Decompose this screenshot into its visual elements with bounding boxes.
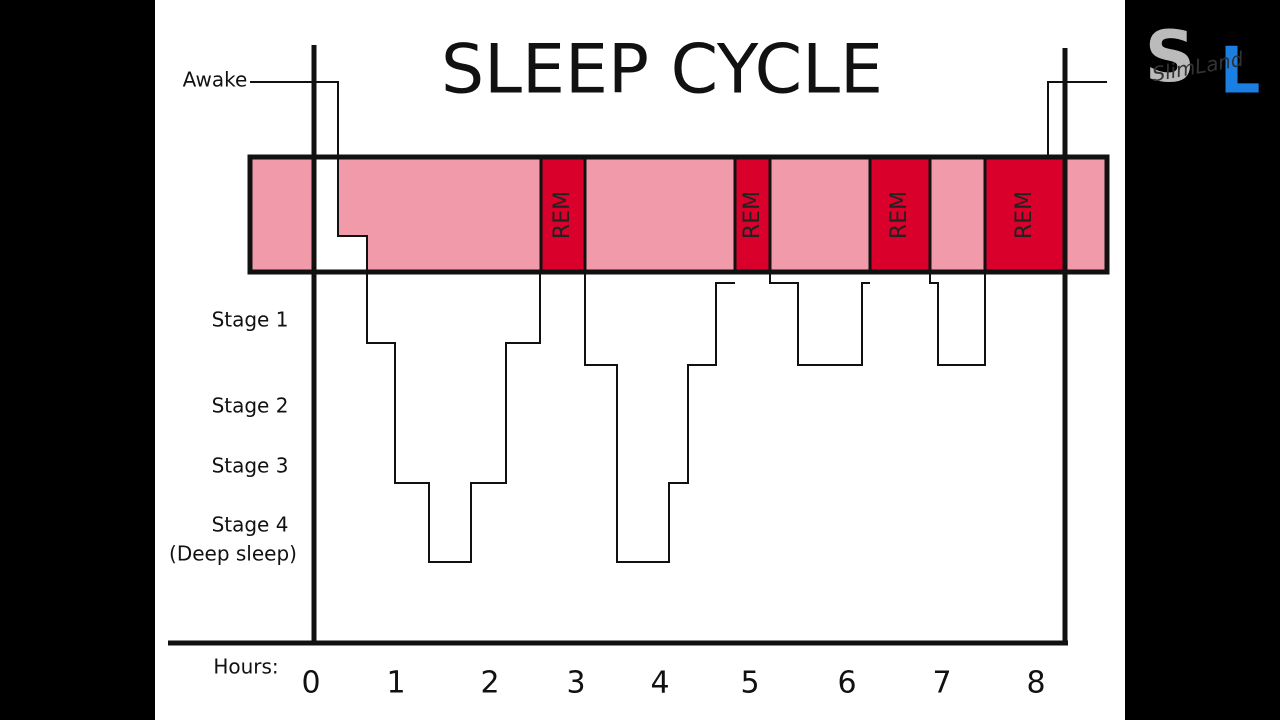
awake-gap <box>315 157 367 272</box>
hour-label: 7 <box>932 666 951 701</box>
logo: S L SlimLand <box>1145 16 1261 109</box>
level-label: (Deep sleep) <box>169 542 297 566</box>
band-border <box>247 154 1110 275</box>
band <box>250 157 1107 272</box>
rem-label: REM <box>740 191 765 239</box>
hours-label: Hours: <box>213 655 278 679</box>
logo-l: L <box>1220 35 1261 109</box>
title: SLEEP CYCLE <box>441 31 883 110</box>
level-label: Stage 4 <box>212 513 289 537</box>
rem-label: REM <box>550 191 575 239</box>
level-label: Stage 3 <box>212 454 289 478</box>
rem-label: REM <box>887 191 912 239</box>
stage-band: REM REM REM REM <box>247 154 1110 275</box>
rem-block <box>735 157 770 272</box>
hour-label: 1 <box>386 666 405 701</box>
level-label: Stage 1 <box>212 308 289 332</box>
hypnogram <box>250 81 1107 563</box>
logo-s: S <box>1145 16 1195 98</box>
hour-label: 2 <box>480 666 499 701</box>
hour-label: 3 <box>566 666 585 701</box>
rem-block <box>985 157 1065 272</box>
level-label: Stage 2 <box>212 394 289 418</box>
hour-label: 0 <box>301 666 320 701</box>
panel <box>155 0 1125 720</box>
rem-label: REM <box>1012 191 1037 239</box>
hour-label: 8 <box>1026 666 1045 701</box>
hour-label: 4 <box>650 666 669 701</box>
hour-label: 6 <box>837 666 856 701</box>
level-label: Awake <box>183 68 248 92</box>
rem-block <box>541 157 585 272</box>
hour-labels: 0 1 2 3 4 5 6 7 8 <box>301 666 1045 701</box>
rem-block <box>870 157 930 272</box>
hour-label: 5 <box>740 666 759 701</box>
